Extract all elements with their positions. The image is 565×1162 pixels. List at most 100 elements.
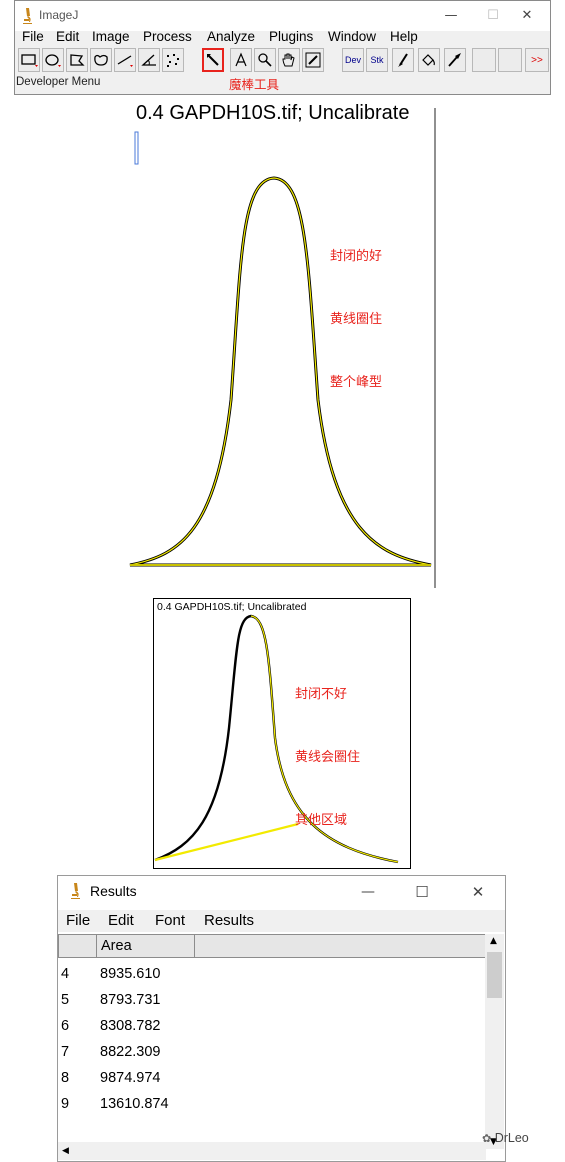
multi-point-tool[interactable] <box>162 48 184 72</box>
microscope-icon <box>71 883 80 899</box>
more-tools-button[interactable]: >> <box>525 48 549 72</box>
polygon-icon <box>70 54 85 66</box>
results-maximize-button[interactable]: ☐ <box>415 883 429 901</box>
scroll-thumb[interactable] <box>487 952 502 998</box>
menu-process[interactable]: Process <box>143 29 192 44</box>
scroll-down-icon[interactable]: ▼ <box>490 1137 497 1147</box>
annotation-bad-closure: 封闭不好 黄线会圈住 其他区域 <box>295 687 361 828</box>
row-index: 6 <box>61 1018 70 1034</box>
magic-wand-icon <box>207 54 219 66</box>
area-value: 9874.974 <box>100 1070 161 1086</box>
results-menu-edit[interactable]: Edit <box>108 912 134 929</box>
magnifier-tool[interactable] <box>254 48 276 72</box>
table-row[interactable]: 9 13610.874 <box>58 1092 486 1118</box>
plot-title: 0.4 GAPDH10S.tif; Uncalibrate <box>136 102 410 124</box>
results-titlebar: Results — ☐ ✕ <box>58 876 505 908</box>
menu-file[interactable]: File <box>22 29 44 44</box>
scroll-up-icon[interactable]: ▲ <box>490 936 497 946</box>
scroll-left-icon[interactable]: ◀ <box>62 1146 69 1156</box>
table-row[interactable]: 8 9874.974 <box>58 1066 486 1092</box>
table-row[interactable]: 6 8308.782 <box>58 1014 486 1040</box>
menu-help[interactable]: Help <box>390 29 418 44</box>
status-bar: Developer Menu <box>16 76 101 88</box>
wand-caption-annotation: 魔棒工具 <box>229 77 280 92</box>
results-menu-file[interactable]: File <box>66 912 91 929</box>
results-title: Results <box>90 883 137 899</box>
wechat-icon: ✿ <box>482 1133 492 1145</box>
area-value: 8308.782 <box>100 1018 161 1034</box>
results-minimize-button[interactable]: — <box>361 884 375 900</box>
row-index: 9 <box>61 1096 70 1112</box>
flood-fill-tool[interactable] <box>418 48 440 72</box>
horizontal-scrollbar[interactable]: ◀ <box>58 1142 486 1160</box>
hand-icon <box>282 53 295 67</box>
stk-tool[interactable]: Stk <box>366 48 388 72</box>
menu-analyze[interactable]: Analyze <box>207 29 256 44</box>
text-tool[interactable] <box>230 48 252 72</box>
row-index: 7 <box>61 1044 70 1060</box>
color-picker-tool[interactable] <box>302 48 324 72</box>
table-row[interactable]: 5 8793.731 <box>58 988 486 1014</box>
watermark: ✿ DrLeo <box>482 1131 529 1145</box>
minimize-button[interactable]: — <box>444 8 458 23</box>
dropper-icon <box>305 52 321 68</box>
freehand-tool[interactable] <box>90 48 112 72</box>
rectangle-tool[interactable] <box>18 48 40 72</box>
table-row[interactable]: 7 8822.309 <box>58 1040 486 1066</box>
window-title: ImageJ <box>39 8 79 22</box>
row-number-header[interactable] <box>58 934 97 958</box>
vertical-scrollbar[interactable]: ▲ ▼ <box>485 934 504 1149</box>
wand-tool[interactable] <box>202 48 224 72</box>
table-row[interactable]: 4 8935.610 <box>58 962 486 988</box>
microscope-icon <box>23 8 32 24</box>
results-menu-font[interactable]: Font <box>155 912 186 929</box>
paint-bucket-icon <box>422 54 435 66</box>
results-menu-bar: File Edit Font Results <box>58 910 505 932</box>
angle-icon <box>141 54 156 66</box>
arrow-icon <box>448 53 461 67</box>
brush-icon <box>398 53 408 67</box>
menu-plugins[interactable]: Plugins <box>269 29 314 44</box>
area-value: 8793.731 <box>100 992 161 1008</box>
row-index: 8 <box>61 1070 70 1086</box>
empty-column-header[interactable] <box>194 934 486 958</box>
line-icon <box>117 55 133 67</box>
area-value: 8822.309 <box>100 1044 161 1060</box>
row-index: 5 <box>61 992 70 1008</box>
hand-tool[interactable] <box>278 48 300 72</box>
results-close-button[interactable]: ✕ <box>471 883 485 901</box>
oval-tool[interactable] <box>42 48 64 72</box>
imagej-window: ImageJ — ☐ ✕ File Edit Image Process Ana… <box>14 0 551 95</box>
menu-edit[interactable]: Edit <box>56 29 80 44</box>
imagej-titlebar: ImageJ — ☐ ✕ <box>15 1 550 31</box>
freehand-icon <box>94 54 108 66</box>
profile-plot-bad: 0.4 GAPDH10S.tif; Uncalibrated 封闭不好 黄线会圈… <box>153 598 411 869</box>
text-icon <box>235 52 247 67</box>
maximize-button[interactable]: ☐ <box>487 8 499 23</box>
points-icon <box>167 54 179 67</box>
close-button[interactable]: ✕ <box>521 8 533 23</box>
profile-plot-good: 0.4 GAPDH10S.tif; Uncalibrate 封闭的好 黄线圈住 … <box>126 100 438 588</box>
menu-window[interactable]: Window <box>328 29 377 44</box>
profile-plot-good-canvas <box>129 108 436 588</box>
oval-icon <box>45 54 61 67</box>
column-header-area[interactable]: Area <box>96 934 195 958</box>
rectangle-icon <box>21 54 38 67</box>
empty-tool-slot[interactable] <box>498 48 522 72</box>
polygon-tool[interactable] <box>66 48 88 72</box>
results-menu-results[interactable]: Results <box>204 912 255 929</box>
angle-tool[interactable] <box>138 48 160 72</box>
plot-title: 0.4 GAPDH10S.tif; Uncalibrated <box>157 601 307 613</box>
magnifier-icon <box>258 53 272 67</box>
tool-bar: Dev Stk >> <box>16 48 550 74</box>
empty-tool-slot[interactable] <box>472 48 496 72</box>
menu-image[interactable]: Image <box>92 29 130 44</box>
arrow-tool[interactable] <box>444 48 466 72</box>
dev-tool[interactable]: Dev <box>342 48 364 72</box>
area-value: 13610.874 <box>100 1096 169 1112</box>
annotation-good-closure: 封闭的好 黄线圈住 整个峰型 <box>330 249 383 390</box>
brush-tool[interactable] <box>392 48 414 72</box>
straight-line-tool[interactable] <box>114 48 136 72</box>
results-table: Area 4 8935.610 5 8793.731 6 8308.782 7 … <box>58 934 486 1138</box>
menu-bar: File Edit Image Process Analyze Plugins … <box>15 29 550 47</box>
